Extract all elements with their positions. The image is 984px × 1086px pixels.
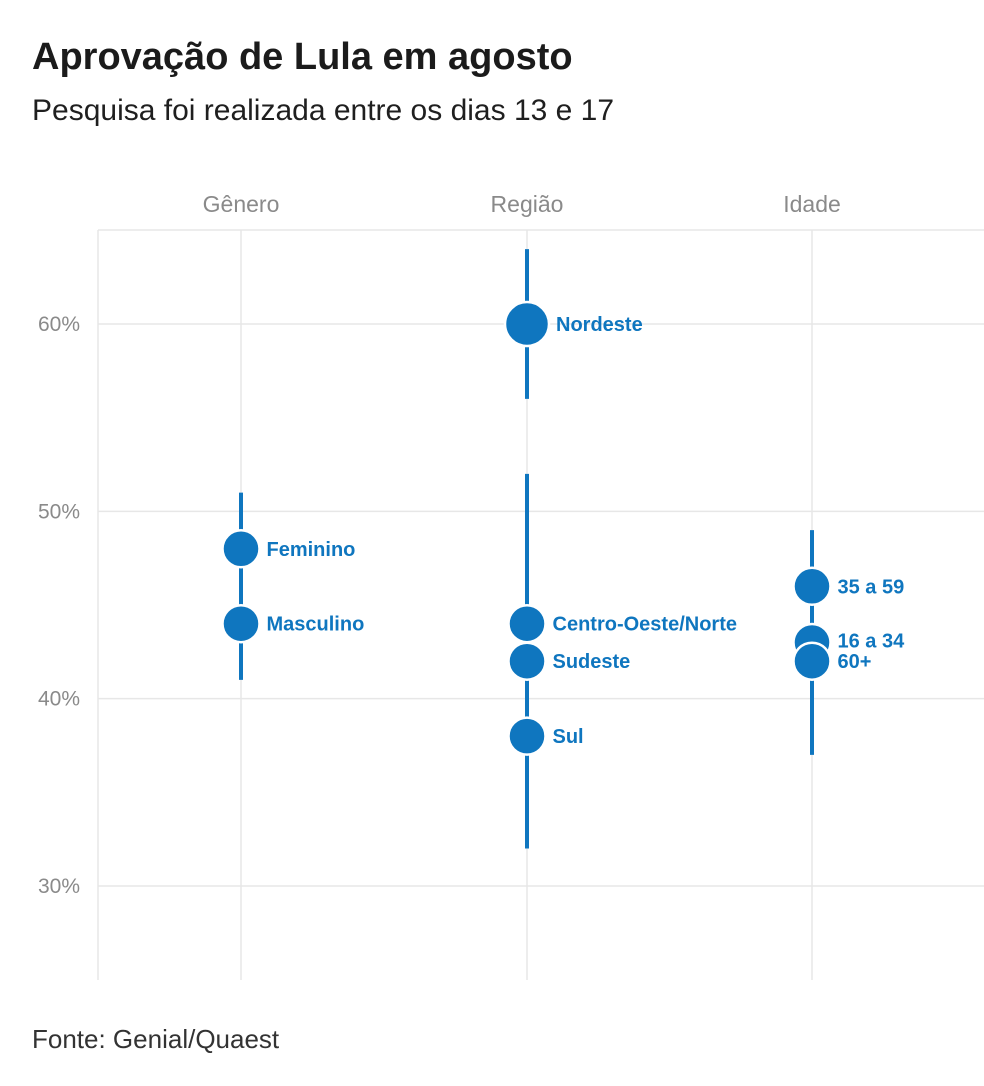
point-label-60: 60+: [838, 651, 872, 673]
category-label-regiao: Região: [491, 191, 564, 217]
point-feminino: [221, 529, 261, 569]
point-label-sudeste: Sudeste: [553, 651, 631, 673]
point-label-masculino: Masculino: [267, 614, 365, 636]
category-label-genero: Gênero: [203, 191, 280, 217]
chart-subtitle: Pesquisa foi realizada entre os dias 13 …: [32, 94, 615, 127]
y-tick-label: 40%: [38, 688, 80, 711]
point-centro-oeste-norte: [507, 603, 547, 644]
point-label-centro-oeste-norte: Centro-Oeste/Norte: [553, 614, 737, 636]
point-label-feminino: Feminino: [267, 539, 356, 561]
category-label-idade: Idade: [783, 191, 841, 217]
point-masculino: [221, 603, 261, 644]
point-35-a-59: [792, 566, 832, 607]
point-sul: [507, 716, 547, 756]
point-label-35-a-59: 35 a 59: [838, 576, 905, 598]
point-nordeste: [503, 300, 551, 348]
chart-title: Aprovação de Lula em agosto: [32, 36, 573, 78]
y-tick-label: 30%: [38, 875, 80, 898]
label-layer: Feminino Masculino Nordeste Centro-Oeste/No…: [267, 314, 906, 748]
point-label-sul: Sul: [553, 726, 584, 748]
point-sudeste: [507, 641, 547, 681]
point-60: [792, 641, 832, 681]
source-note: Fonte: Genial/Quaest: [32, 1024, 280, 1054]
y-tick-label: 50%: [38, 500, 80, 523]
point-label-16-a-34: 16 a 34: [838, 630, 906, 652]
point-label-nordeste: Nordeste: [556, 314, 643, 336]
point-layer: [221, 300, 832, 756]
y-tick-label: 60%: [38, 313, 80, 336]
